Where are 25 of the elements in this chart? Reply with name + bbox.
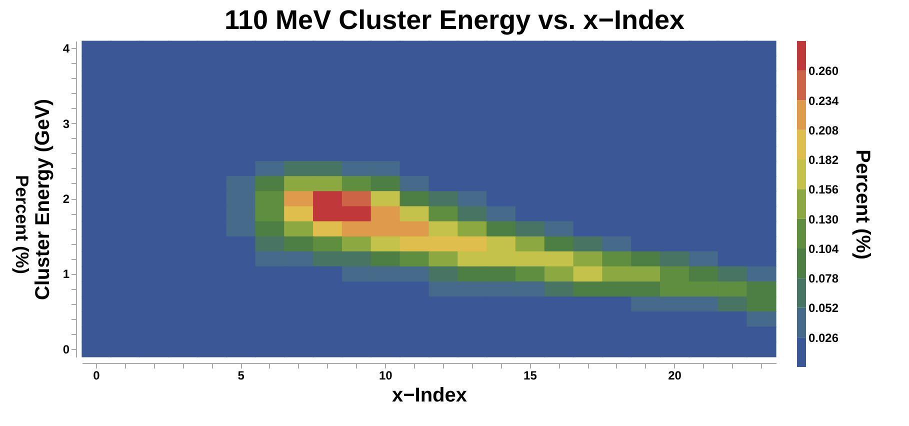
color-bar-label: 0.208: [808, 123, 839, 138]
text: Percent (%): [11, 175, 32, 275]
x-tick-label: 15: [524, 368, 538, 382]
chart-title: 110 MeV Cluster Energy vs. x−Index: [224, 4, 686, 37]
color-bar-label: 0.260: [808, 64, 839, 78]
x-tick-label: 10: [378, 368, 393, 382]
color-bar-label: 0.234: [808, 94, 839, 108]
y-tick-label: 1: [62, 267, 70, 282]
color-bar-title: Percent (%): [852, 149, 874, 260]
color-bar-label: 0.130: [808, 212, 839, 226]
y-tick-label: 2: [62, 192, 70, 206]
color-bar-label: 0.026: [808, 330, 839, 345]
color-bar-label: 0.052: [808, 301, 839, 316]
x-tick-label: 5: [238, 368, 245, 382]
color-bar-label: 0.156: [808, 182, 839, 197]
color-bar-label: 0.182: [808, 153, 839, 168]
x-axis-title: x−Index: [392, 384, 468, 406]
x-tick-label: 0: [93, 368, 100, 382]
color-bar-label: 0.104: [808, 242, 839, 256]
x-tick-label: 20: [668, 368, 682, 382]
y-axis-title: Cluster Energy (GeV): [32, 98, 54, 300]
y-tick-label: 4: [62, 42, 70, 56]
y-tick-label: 3: [62, 116, 70, 131]
color-bar-label: 0.078: [808, 272, 839, 286]
y-tick-label: 0: [62, 342, 70, 356]
